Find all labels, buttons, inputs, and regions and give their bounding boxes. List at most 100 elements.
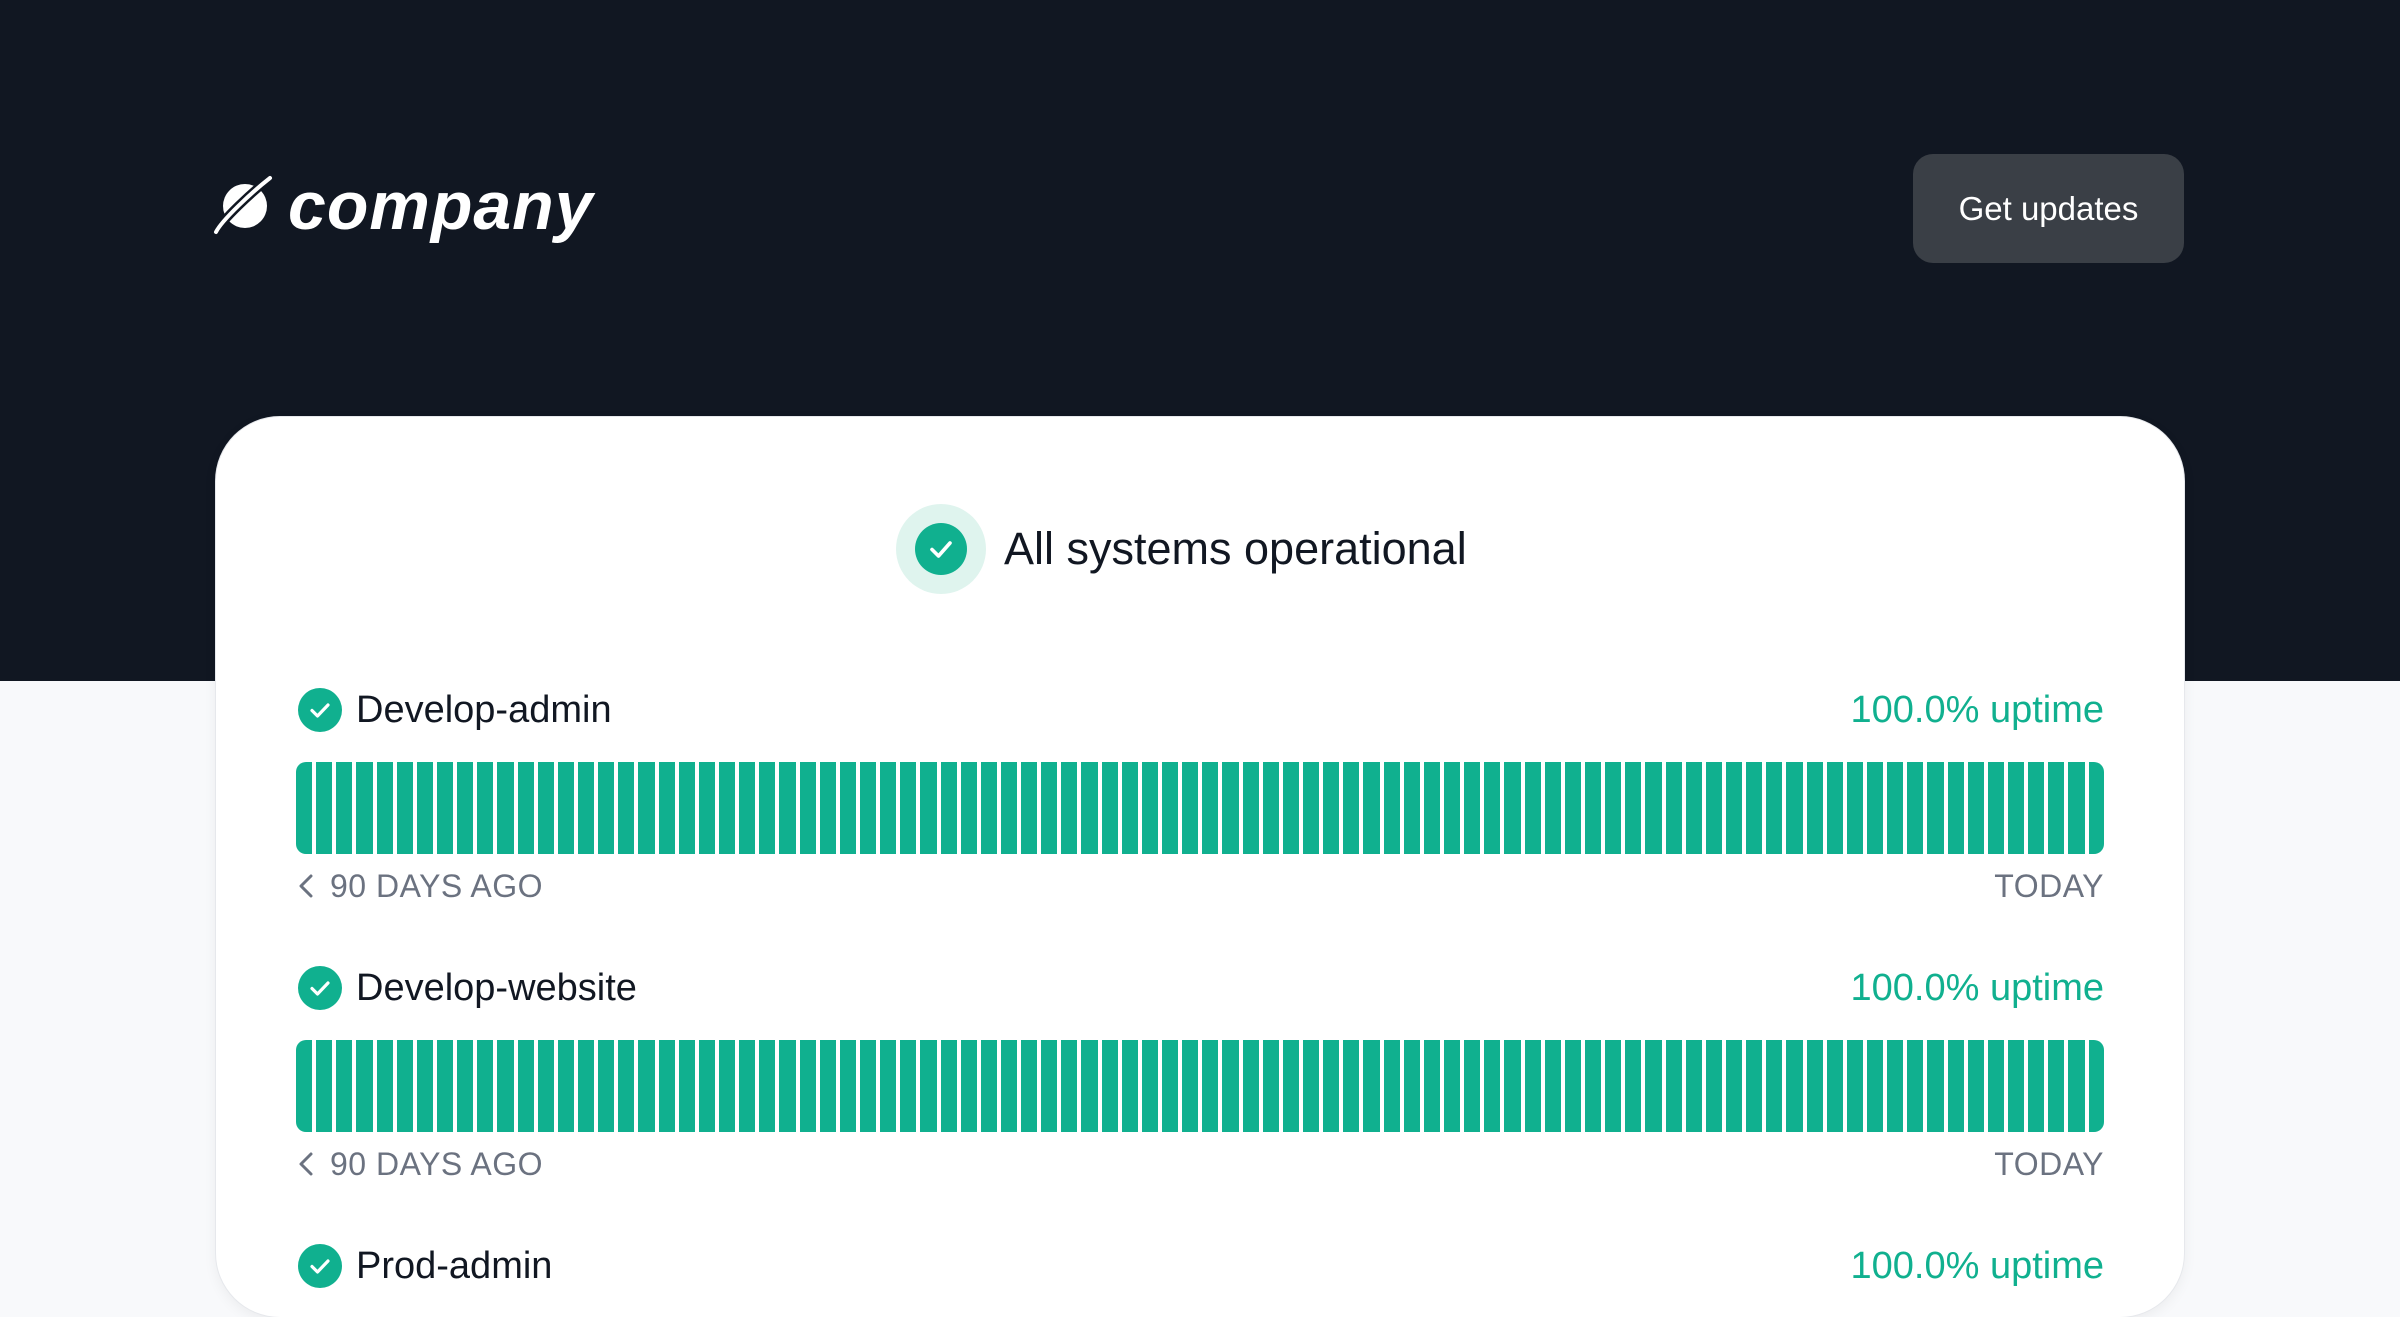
uptime-day-segment[interactable] [1504, 1040, 1521, 1132]
uptime-day-segment[interactable] [416, 1040, 433, 1132]
uptime-day-segment[interactable] [1826, 1040, 1843, 1132]
uptime-day-segment[interactable] [1141, 762, 1159, 854]
uptime-day-segment[interactable] [900, 762, 917, 854]
uptime-day-segment[interactable] [739, 762, 756, 854]
uptime-day-segment[interactable] [1484, 762, 1501, 854]
uptime-day-segment[interactable] [1444, 762, 1461, 854]
uptime-day-segment[interactable] [1162, 1040, 1179, 1132]
uptime-day-segment[interactable] [356, 1040, 373, 1132]
uptime-day-segment[interactable] [759, 762, 776, 854]
uptime-day-segment[interactable] [1303, 762, 1320, 854]
uptime-day-segment[interactable] [1987, 762, 2004, 854]
uptime-day-segment[interactable] [497, 762, 514, 854]
uptime-day-segment[interactable] [799, 1040, 816, 1132]
uptime-day-segment[interactable] [577, 762, 595, 854]
uptime-day-segment[interactable] [1101, 1040, 1118, 1132]
uptime-day-segment[interactable] [1866, 762, 1884, 854]
uptime-day-segment[interactable] [1967, 1040, 1984, 1132]
uptime-day-segment[interactable] [436, 762, 454, 854]
uptime-day-segment[interactable] [537, 1040, 554, 1132]
uptime-day-segment[interactable] [2048, 762, 2065, 854]
uptime-day-segment[interactable] [557, 762, 574, 854]
uptime-day-segment[interactable] [1746, 762, 1763, 854]
uptime-day-segment[interactable] [1746, 1040, 1763, 1132]
uptime-day-segment[interactable] [1645, 762, 1662, 854]
uptime-day-segment[interactable] [1242, 1040, 1259, 1132]
uptime-day-segment[interactable] [1262, 1040, 1279, 1132]
uptime-day-segment[interactable] [1947, 762, 1964, 854]
uptime-day-segment[interactable] [1162, 762, 1179, 854]
uptime-day-segment[interactable] [1725, 762, 1743, 854]
uptime-day-segment[interactable] [1846, 1040, 1863, 1132]
uptime-day-segment[interactable] [618, 762, 635, 854]
uptime-day-segment[interactable] [376, 1040, 393, 1132]
uptime-day-segment[interactable] [2028, 762, 2045, 854]
uptime-day-segment[interactable] [779, 762, 796, 854]
uptime-day-segment[interactable] [598, 1040, 615, 1132]
uptime-day-segment[interactable] [1685, 1040, 1702, 1132]
uptime-day-segment[interactable] [819, 762, 836, 854]
uptime-day-segment[interactable] [920, 762, 937, 854]
uptime-day-segment[interactable] [1665, 1040, 1682, 1132]
uptime-day-segment[interactable] [1403, 1040, 1420, 1132]
uptime-day-segment[interactable] [1323, 762, 1340, 854]
uptime-day-segment[interactable] [1282, 762, 1300, 854]
uptime-day-segment[interactable] [1182, 762, 1199, 854]
uptime-day-segment[interactable] [1786, 762, 1803, 854]
uptime-day-segment[interactable] [1383, 1040, 1400, 1132]
uptime-day-segment[interactable] [1645, 1040, 1662, 1132]
uptime-day-segment[interactable] [477, 1040, 494, 1132]
uptime-day-segment[interactable] [1363, 762, 1380, 854]
uptime-day-segment[interactable] [1504, 762, 1521, 854]
uptime-day-segment[interactable] [296, 762, 313, 854]
uptime-day-segment[interactable] [1705, 1040, 1722, 1132]
uptime-day-segment[interactable] [658, 762, 675, 854]
uptime-day-segment[interactable] [980, 1040, 997, 1132]
uptime-day-segment[interactable] [1363, 1040, 1380, 1132]
uptime-day-segment[interactable] [1705, 762, 1722, 854]
uptime-day-segment[interactable] [920, 1040, 937, 1132]
uptime-day-segment[interactable] [819, 1040, 836, 1132]
uptime-day-segment[interactable] [336, 762, 353, 854]
uptime-day-segment[interactable] [1484, 1040, 1501, 1132]
uptime-day-segment[interactable] [1967, 762, 1984, 854]
uptime-day-segment[interactable] [1806, 1040, 1823, 1132]
uptime-day-segment[interactable] [1323, 1040, 1340, 1132]
uptime-day-segment[interactable] [477, 762, 494, 854]
chevron-left-icon[interactable] [296, 872, 316, 900]
uptime-day-segment[interactable] [1866, 1040, 1884, 1132]
uptime-day-segment[interactable] [1786, 1040, 1803, 1132]
uptime-day-segment[interactable] [658, 1040, 675, 1132]
uptime-day-segment[interactable] [497, 1040, 514, 1132]
uptime-day-segment[interactable] [1202, 1040, 1219, 1132]
uptime-day-segment[interactable] [1403, 762, 1420, 854]
uptime-day-segment[interactable] [1444, 1040, 1461, 1132]
uptime-day-segment[interactable] [1544, 1040, 1561, 1132]
uptime-day-segment[interactable] [1041, 762, 1058, 854]
uptime-day-segment[interactable] [1625, 762, 1642, 854]
uptime-day-segment[interactable] [839, 762, 856, 854]
uptime-day-segment[interactable] [1021, 1040, 1038, 1132]
uptime-day-segment[interactable] [2068, 762, 2085, 854]
uptime-day-segment[interactable] [1423, 762, 1441, 854]
uptime-day-segment[interactable] [799, 762, 816, 854]
uptime-day-segment[interactable] [718, 762, 736, 854]
uptime-day-segment[interactable] [2007, 1040, 2025, 1132]
uptime-day-segment[interactable] [1564, 1040, 1581, 1132]
uptime-day-segment[interactable] [1605, 762, 1622, 854]
uptime-day-segment[interactable] [1564, 762, 1581, 854]
uptime-day-segment[interactable] [537, 762, 554, 854]
uptime-day-segment[interactable] [880, 762, 897, 854]
uptime-day-segment[interactable] [2088, 762, 2104, 854]
uptime-day-segment[interactable] [1806, 762, 1823, 854]
uptime-day-segment[interactable] [940, 762, 957, 854]
uptime-day-segment[interactable] [759, 1040, 776, 1132]
uptime-day-segment[interactable] [1766, 762, 1783, 854]
uptime-day-segment[interactable] [1182, 1040, 1199, 1132]
uptime-day-segment[interactable] [1282, 1040, 1300, 1132]
uptime-day-segment[interactable] [618, 1040, 635, 1132]
uptime-day-segment[interactable] [1343, 762, 1360, 854]
uptime-day-segment[interactable] [1061, 1040, 1078, 1132]
get-updates-button[interactable]: Get updates [1913, 154, 2184, 263]
chevron-left-icon[interactable] [296, 1150, 316, 1178]
